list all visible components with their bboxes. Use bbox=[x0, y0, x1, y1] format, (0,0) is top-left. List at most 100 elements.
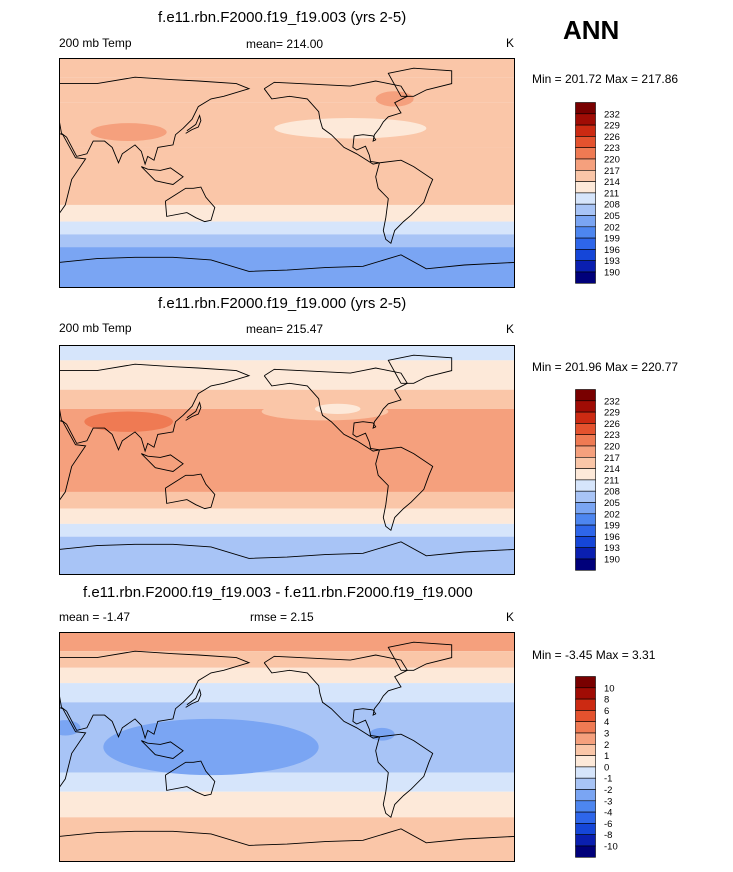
panel-1-coast-australia bbox=[164, 186, 216, 223]
panel-1-colorbar-tick-label: 196 bbox=[604, 245, 620, 256]
panel-2-colorbar-box-13 bbox=[575, 536, 596, 548]
panel-3-colorbar-tick-label: 4 bbox=[604, 717, 609, 728]
panel-3-colorbar-tick-label: -1 bbox=[604, 774, 612, 785]
panel-3-colorbar-box-2 bbox=[575, 698, 596, 711]
panel-2-colorbar-box-4 bbox=[575, 434, 596, 447]
panel-3-field-band-5 bbox=[59, 772, 515, 792]
panel-2-colorbar-box-11 bbox=[575, 513, 596, 526]
panel-1-units-label: K bbox=[506, 36, 515, 50]
panel-1-colorbar-tick-label: 193 bbox=[604, 256, 620, 267]
panel-1-coast-africa bbox=[59, 132, 87, 215]
panel-3-coast-south-america bbox=[375, 733, 434, 819]
panel-1-colorbar-tick-label: 229 bbox=[604, 121, 620, 132]
panel-3-colorbar-tick-label: 2 bbox=[604, 740, 609, 751]
panel-3-units-label: K bbox=[506, 610, 515, 624]
panel-2-colorbar-tick-label: 199 bbox=[604, 521, 620, 532]
panel-2-coast-australia bbox=[164, 473, 216, 510]
panel-3-colorbar-tick-label: -6 bbox=[604, 819, 612, 830]
panel-1-field-band-0 bbox=[59, 58, 515, 78]
panel-2-mean-label: mean= 215.47 bbox=[246, 322, 324, 336]
panel-2-field-band-4 bbox=[59, 491, 515, 509]
panel-1-coast-south-america bbox=[375, 159, 434, 245]
panel-2-field-band-7 bbox=[59, 536, 515, 575]
panel-1-coast-asia bbox=[59, 76, 251, 166]
panel-3-colorbar-tick-label: 3 bbox=[604, 729, 609, 740]
panel-1-colorbar-box-0 bbox=[575, 102, 596, 115]
panel-1-colorbar-box-11 bbox=[575, 226, 596, 239]
panel-3-colorbar-box-11 bbox=[575, 800, 596, 813]
panel-1-coast-north-america bbox=[263, 80, 408, 165]
panel-1-mean-label: mean= 214.00 bbox=[246, 37, 324, 51]
panel-1-colorbar-box-2 bbox=[575, 124, 596, 137]
panel-1-colorbar-box-14 bbox=[575, 260, 596, 273]
panel-1-field-band-6 bbox=[59, 234, 515, 248]
panel-3-colorbar-tick-label: -4 bbox=[604, 808, 612, 819]
panel-2-colorbar-tick-label: 223 bbox=[604, 430, 620, 441]
panel-3-colorbar-box-6 bbox=[575, 744, 596, 756]
panel-1-colorbar-box-9 bbox=[575, 203, 596, 216]
panel-2-colorbar-tick-label: 217 bbox=[604, 453, 620, 464]
panel-2-field-band-5 bbox=[59, 508, 515, 524]
panel-3-colorbar-box-12 bbox=[575, 811, 596, 824]
panel-2-colorbar: 2322292262232202172142112082052021991961… bbox=[575, 389, 620, 571]
panel-2-coast-north-america bbox=[263, 367, 408, 452]
panel-3-colorbar-tick-label: 6 bbox=[604, 706, 609, 717]
panel-3-colorbar-box-4 bbox=[575, 721, 596, 734]
panel-1-colorbar-box-6 bbox=[575, 170, 596, 182]
panel-1-field-band-5 bbox=[59, 221, 515, 235]
panel-1-title: f.e11.rbn.F2000.f19_f19.003 (yrs 2-5) bbox=[158, 9, 407, 26]
panel-3-coast-indonesia bbox=[140, 740, 184, 759]
panel-3-coast-africa bbox=[59, 706, 87, 789]
panel-3-coast-antarctica bbox=[59, 828, 515, 846]
panel-3-minmax-label: Min = -3.45 Max = 3.31 bbox=[532, 648, 656, 662]
panel-1-field-band-7 bbox=[59, 247, 515, 288]
panel-3-colorbar-box-13 bbox=[575, 823, 596, 835]
panel-2-colorbar-box-7 bbox=[575, 468, 596, 481]
panel-2-colorbar-tick-label: 214 bbox=[604, 464, 620, 475]
panel-3-field-band-7 bbox=[59, 817, 515, 862]
panel-1-colorbar-tick-label: 202 bbox=[604, 222, 620, 233]
panel-2-coast-greenland bbox=[387, 354, 453, 384]
panel-2-colorbar-box-8 bbox=[575, 479, 596, 492]
panel-1-field-band-4 bbox=[59, 204, 515, 222]
panel-2-colorbar-tick-label: 196 bbox=[604, 532, 620, 543]
panel-2-variable-label: 200 mb Temp bbox=[59, 321, 132, 335]
panel-2-coast-japan bbox=[185, 401, 202, 421]
panel-1-colorbar-box-4 bbox=[575, 147, 596, 160]
panel-3-colorbar-tick-label: 0 bbox=[604, 762, 609, 773]
panel-2-colorbar-box-14 bbox=[575, 547, 596, 560]
panel-2-colorbar-tick-label: 205 bbox=[604, 498, 620, 509]
panel-3-field-band-1 bbox=[59, 651, 515, 668]
panel-3-title: f.e11.rbn.F2000.f19_f19.003 - f.e11.rbn.… bbox=[83, 584, 473, 601]
panel-3-colorbar-box-14 bbox=[575, 834, 596, 847]
panel-2-field-band-2 bbox=[59, 389, 515, 409]
panel-2-colorbar-tick-label: 220 bbox=[604, 442, 620, 453]
panel-1-colorbar-box-3 bbox=[575, 136, 596, 149]
panel-2-colorbar-tick-label: 202 bbox=[604, 509, 620, 520]
panel-2-colorbar-box-15 bbox=[575, 558, 596, 571]
panel-1-colorbar-tick-label: 217 bbox=[604, 166, 620, 177]
panel-2-colorbar-box-6 bbox=[575, 457, 596, 469]
panel-3-colorbar-tick-label: -10 bbox=[604, 842, 618, 853]
panel-1-coast-indonesia bbox=[140, 166, 184, 185]
panel-3-mean-label: mean = -1.47 bbox=[59, 610, 131, 624]
panel-1-colorbar-box-1 bbox=[575, 113, 596, 126]
panel-1-field-blob-1 bbox=[274, 118, 427, 139]
panel-3-map bbox=[59, 632, 515, 862]
panel-2-field-blob-2 bbox=[314, 403, 361, 414]
panel-3-map-frame bbox=[59, 632, 515, 862]
panel-1-colorbar-tick-label: 223 bbox=[604, 143, 620, 154]
panel-3-colorbar-box-5 bbox=[575, 732, 596, 745]
panel-3-field-band-0 bbox=[59, 632, 515, 652]
panel-2-field-band-1 bbox=[59, 360, 515, 390]
panel-1-colorbar-box-8 bbox=[575, 192, 596, 205]
panel-1-colorbar-tick-label: 190 bbox=[604, 268, 620, 279]
panel-3-field-band-2 bbox=[59, 667, 515, 684]
panel-2-coast-south-america bbox=[375, 446, 434, 532]
panel-3-coast-asia bbox=[59, 650, 251, 740]
panel-3-colorbar-box-10 bbox=[575, 789, 596, 802]
panel-3-colorbar-tick-label: 10 bbox=[604, 683, 615, 694]
panel-2-map-frame bbox=[59, 345, 515, 575]
panel-2-colorbar-tick-label: 232 bbox=[604, 396, 620, 407]
panel-2-colorbar-tick-label: 229 bbox=[604, 408, 620, 419]
